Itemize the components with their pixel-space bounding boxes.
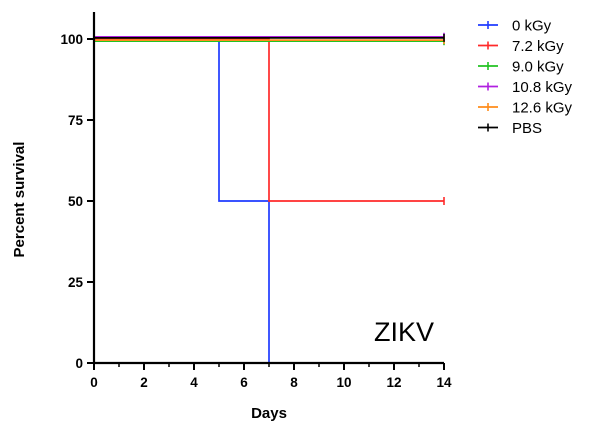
legend-item-7-2-kgy: 7.2 kGy: [478, 38, 564, 55]
legend-item-12-6-kgy: 12.6 kGy: [478, 100, 573, 117]
x-tick-label: 12: [386, 375, 401, 390]
x-ticks: 0 2 4 6 8 10 12 14: [90, 363, 452, 390]
y-tick-label: 100: [60, 32, 83, 47]
legend: 0 kGy 7.2 kGy 9.0 kGy 10.8 kGy 12.6 kGy PBS: [478, 18, 573, 137]
chart-annotation: ZIKV: [374, 317, 434, 347]
y-tick-label: 25: [68, 275, 84, 290]
x-tick-label: 8: [290, 375, 298, 390]
y-tick-label: 75: [68, 113, 84, 128]
legend-item-9-0-kgy: 9.0 kGy: [478, 59, 564, 76]
legend-label: 10.8 kGy: [512, 79, 573, 96]
legend-label: 7.2 kGy: [512, 38, 564, 55]
series-layer: [94, 32, 445, 363]
legend-label: PBS: [512, 120, 542, 137]
x-axis-title: Days: [251, 405, 287, 422]
x-tick-label: 6: [240, 375, 248, 390]
legend-label: 9.0 kGy: [512, 59, 564, 76]
legend-item-0-kgy: 0 kGy: [478, 18, 552, 35]
x-tick-label: 2: [140, 375, 148, 390]
legend-label: 0 kGy: [512, 18, 552, 35]
series-line-0-kgy: [94, 38, 270, 363]
y-tick-label: 50: [68, 194, 83, 209]
x-tick-label: 14: [436, 375, 452, 390]
series-line-7-2-kgy: [94, 38, 444, 202]
legend-item-10-8-kgy: 10.8 kGy: [478, 79, 573, 96]
x-tick-label: 10: [336, 375, 351, 390]
x-tick-label: 4: [190, 375, 198, 390]
x-tick-label: 0: [90, 375, 98, 390]
legend-item-pbs: PBS: [478, 120, 542, 137]
y-axis-title: Percent survival: [11, 142, 28, 258]
y-tick-label: 0: [75, 356, 83, 371]
y-ticks: 0 25 50 75 100: [60, 32, 94, 371]
legend-label: 12.6 kGy: [512, 100, 573, 117]
